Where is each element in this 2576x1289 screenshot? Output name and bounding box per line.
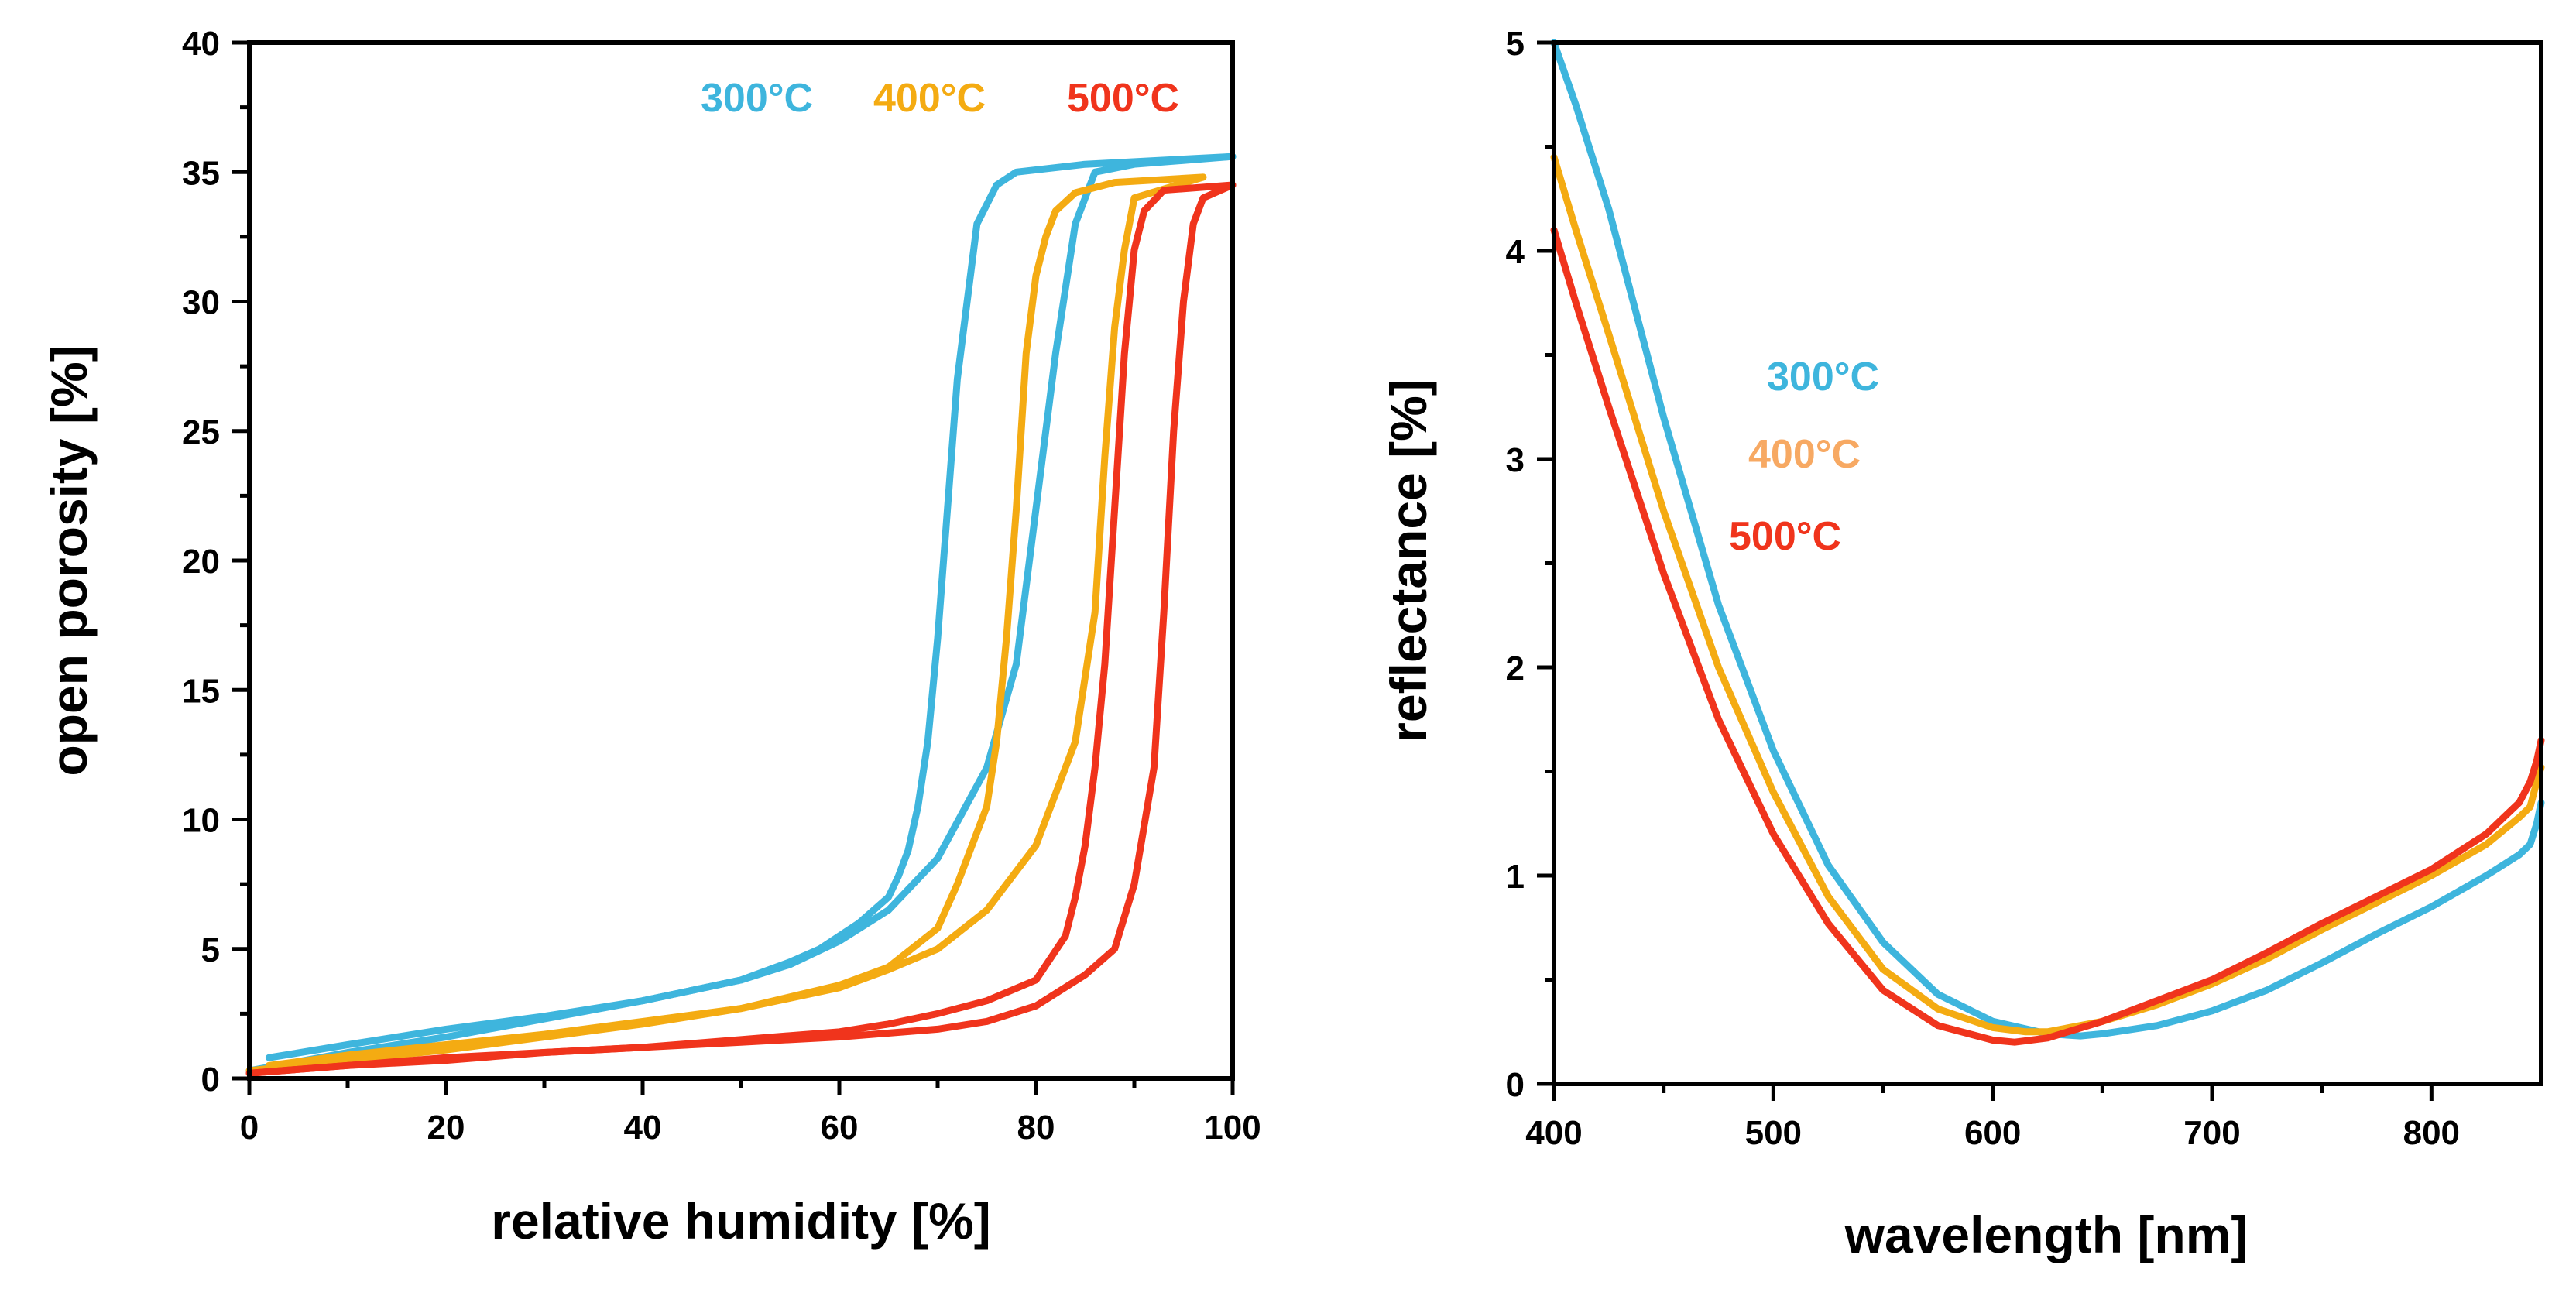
porosity-x-tick-label: 80 [1017,1109,1055,1147]
porosity-plot-frame [247,40,1235,1081]
porosity-y-tick-label: 0 [201,1061,220,1099]
reflectance-chart: 400 500 600 700 800 0 1 2 3 4 5 wavelength [nm] re… [1380,25,2545,1263]
porosity-x-tick-label: 20 [427,1109,465,1147]
porosity-x-tick-label: 60 [821,1109,859,1147]
reflectance-y-tick-label: 1 [1506,858,1525,896]
reflectance-series-2 [1550,226,2545,1046]
porosity-y-tick-label: 30 [182,284,220,322]
porosity-x-axis-title: relative humidity [%] [491,1192,990,1250]
porosity-y-axis-title: open porosity [%] [40,345,98,776]
porosity-series-0 [265,153,1237,1061]
porosity-y-tick-label: 5 [201,931,220,969]
reflectance-x-tick-label: 500 [1745,1114,1802,1152]
reflectance-y-tick-label: 0 [1506,1066,1525,1104]
reflectance-y-tick-label: 2 [1506,650,1525,687]
reflectance-x-tick-label: 600 [1964,1114,2021,1152]
reflectance-x-tick-label: 800 [2403,1114,2460,1152]
porosity-legend-500: 500°C [1067,76,1179,121]
reflectance-x-tick-label: 700 [2183,1114,2240,1152]
reflectance-y-tick-label: 5 [1506,25,1525,63]
reflectance-x-tick-label: 400 [1525,1114,1582,1152]
porosity-y-tick-label: 25 [182,413,220,451]
reflectance-series-1 [1550,153,2545,1036]
porosity-y-tick-label: 35 [182,154,220,192]
porosity-x-tick-label: 0 [240,1109,259,1147]
reflectance-legend-400: 400°C [1748,432,1861,477]
reflectance-x-axis-title: wavelength [nm] [1844,1206,2248,1263]
reflectance-ticks: 400 500 600 700 800 0 1 2 3 4 5 [1506,25,2461,1152]
reflectance-legend-500: 500°C [1729,514,1841,559]
porosity-y-tick-label: 20 [182,543,220,581]
porosity-legend-400: 400°C [873,76,986,121]
reflectance-plot-frame [1552,40,2543,1086]
porosity-chart: 0 20 40 60 80 100 0 5 10 15 20 25 30 35 40 relative hu… [40,25,1261,1250]
porosity-y-tick-label: 10 [182,802,220,840]
porosity-x-tick-label: 100 [1204,1109,1261,1147]
porosity-series-5 [245,181,1237,1077]
reflectance-y-tick-label: 4 [1506,233,1525,271]
porosity-legend-300: 300°C [701,76,813,121]
reflectance-series-0 [1550,39,2545,1040]
porosity-series-4 [245,181,1237,1077]
porosity-series-3 [245,173,1207,1075]
porosity-ticks: 0 20 40 60 80 100 0 5 10 15 20 25 30 35 40 [182,25,1261,1147]
porosity-x-tick-label: 40 [624,1109,662,1147]
reflectance-y-axis-title: reflectance [%] [1380,379,1437,742]
porosity-series-1 [245,153,1237,1075]
reflectance-y-tick-label: 3 [1506,441,1525,479]
porosity-y-tick-label: 40 [182,25,220,63]
porosity-curves [245,153,1237,1077]
reflectance-legend-300: 300°C [1767,355,1879,399]
porosity-y-tick-label: 15 [182,672,220,710]
reflectance-curves [1550,39,2545,1046]
